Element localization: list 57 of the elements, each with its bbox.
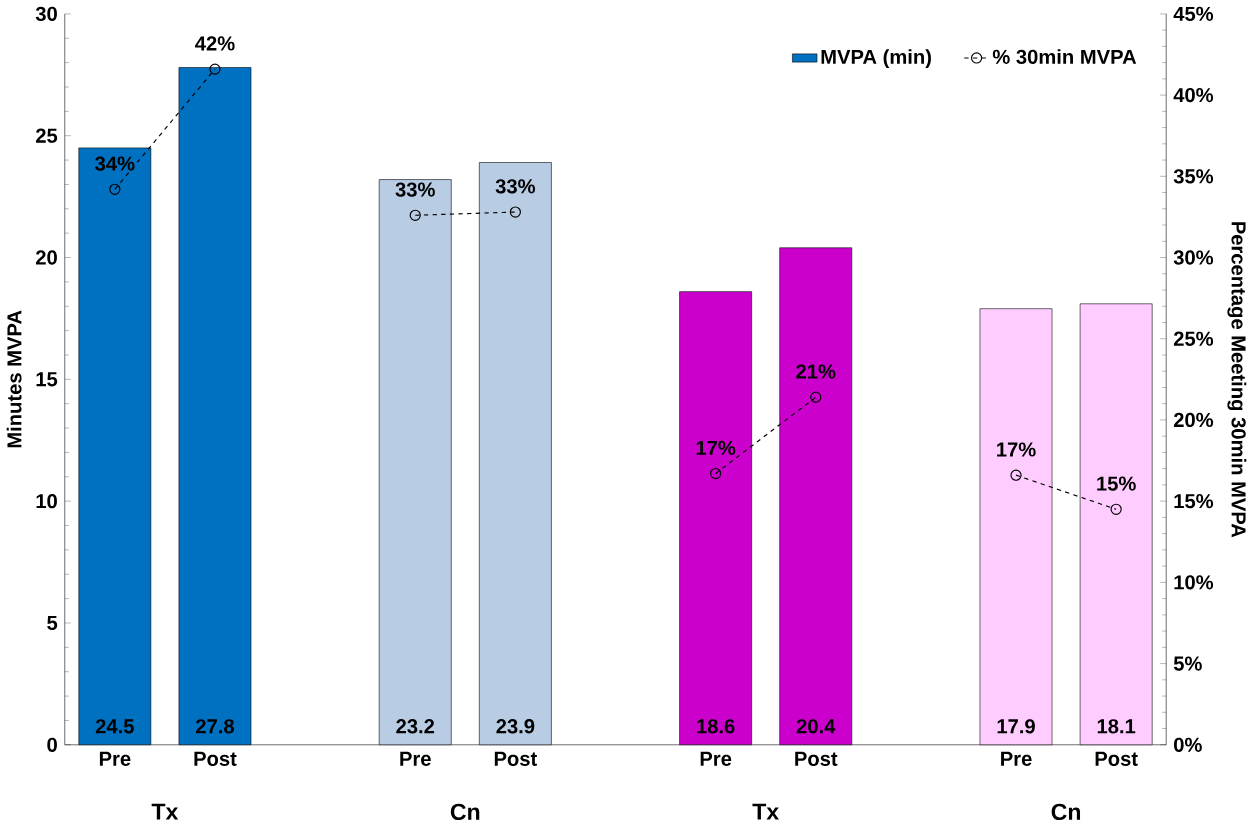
point bbox=[710, 468, 722, 480]
x-tick-label: Pre bbox=[400, 751, 431, 767]
y2-tick-label: 5% bbox=[1173, 656, 1202, 671]
y-tick-label: 20 bbox=[36, 250, 57, 265]
data-label: 18.1 bbox=[1097, 719, 1136, 734]
y-tick-label: 15 bbox=[36, 372, 58, 387]
data-label: 23.2 bbox=[396, 719, 435, 734]
y-tick-label: 5 bbox=[47, 616, 58, 631]
y-tick-label: 0 bbox=[47, 737, 57, 753]
y2-tick-label: 40% bbox=[1173, 88, 1214, 103]
legend-label: MVPA (min) bbox=[821, 49, 931, 69]
y-axis-title: Minutes MVPA bbox=[6, 310, 22, 448]
data-label: 18.6 bbox=[697, 719, 735, 734]
y2-tick-label: 20% bbox=[1173, 412, 1214, 428]
data-label: 17% bbox=[696, 440, 736, 456]
y2-tick-label: 0% bbox=[1174, 737, 1202, 753]
x-tick-label: Post bbox=[194, 751, 237, 767]
legend-label: % 30min MVPA bbox=[992, 49, 1137, 65]
point bbox=[810, 391, 822, 403]
y2-tick-label: 35% bbox=[1173, 169, 1214, 184]
point bbox=[1110, 503, 1122, 516]
data-label: 42% bbox=[195, 36, 235, 51]
x-tick-label: Pre bbox=[700, 751, 732, 767]
text: Cn bbox=[450, 803, 480, 821]
data-label: 33% bbox=[495, 179, 536, 194]
y2-tick-label: 25% bbox=[1173, 331, 1214, 346]
x-tick-label: Pre bbox=[1001, 751, 1032, 767]
y-tick-label: 30 bbox=[35, 6, 57, 22]
point bbox=[109, 183, 121, 196]
data-label: 17% bbox=[997, 442, 1036, 457]
point bbox=[1010, 469, 1022, 481]
point bbox=[409, 209, 421, 222]
x-tick-label: Post bbox=[795, 751, 838, 767]
x-tick-label: Pre bbox=[99, 751, 131, 767]
point bbox=[209, 63, 221, 75]
text: Cn bbox=[1051, 803, 1081, 821]
data-label: 24.5 bbox=[95, 719, 134, 734]
data-label: 20.4 bbox=[796, 719, 836, 734]
data-label: 34% bbox=[95, 156, 135, 171]
y2-tick-label: 10% bbox=[1174, 575, 1214, 590]
data-label: 15% bbox=[1097, 476, 1136, 491]
y2-axis-title: Percentage Meeting 30min MVPA bbox=[1227, 222, 1247, 538]
data-label: 27.8 bbox=[196, 719, 234, 734]
y2-tick-label: 45% bbox=[1173, 6, 1214, 22]
y2-tick-label: 15% bbox=[1174, 494, 1214, 509]
point bbox=[509, 206, 521, 218]
data-label: 21% bbox=[796, 364, 836, 379]
data-label: 33% bbox=[395, 182, 435, 197]
y-tick-label: 10 bbox=[36, 494, 57, 509]
data-label: 23.9 bbox=[496, 719, 535, 734]
y-tick-label: 25 bbox=[36, 128, 58, 143]
text: Tx bbox=[151, 803, 179, 820]
x-tick-label: Post bbox=[1095, 751, 1138, 767]
text: Tx bbox=[752, 803, 779, 820]
x-tick-label: Post bbox=[494, 751, 537, 767]
data-label: 17.9 bbox=[997, 719, 1035, 734]
y2-tick-label: 30% bbox=[1173, 250, 1214, 265]
